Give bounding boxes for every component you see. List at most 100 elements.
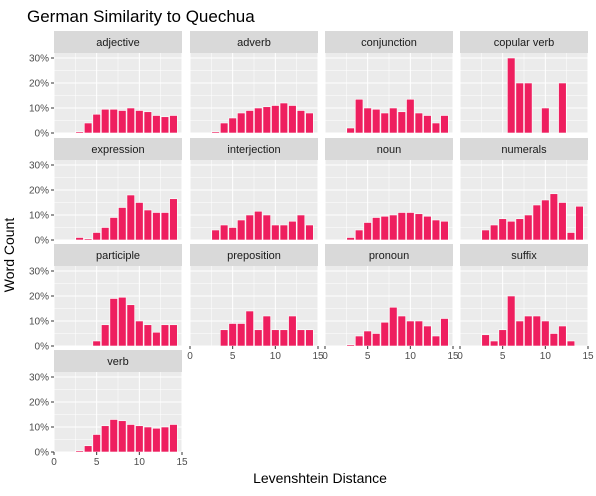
- bar: [498, 329, 507, 347]
- bar: [507, 220, 516, 241]
- bar: [126, 107, 135, 134]
- facet-strip-label: pronoun: [369, 250, 409, 262]
- y-axis-label: Word Count: [1, 218, 17, 293]
- bar: [219, 122, 229, 134]
- bar: [262, 315, 271, 347]
- x-tick-label: 10: [134, 457, 146, 468]
- bar: [169, 324, 178, 347]
- bar: [481, 229, 490, 241]
- facet-strip: [54, 244, 182, 266]
- facet-strip: [325, 31, 453, 53]
- bar: [305, 224, 314, 241]
- facet-numerals: numerals: [459, 138, 589, 241]
- bar: [296, 214, 306, 241]
- y-tick-label: 30%: [29, 54, 49, 65]
- x-axis-label: Levenshtein Distance: [253, 470, 387, 486]
- bar: [109, 298, 118, 347]
- bar: [389, 306, 398, 347]
- facet-suffix: suffix 0 5 10 15: [457, 244, 594, 362]
- bar: [143, 209, 153, 241]
- x-tick-label: 5: [230, 351, 236, 362]
- bar: [380, 112, 389, 134]
- bar: [397, 111, 406, 134]
- x-tick-label: 5: [365, 351, 371, 362]
- bar: [481, 334, 490, 347]
- bar: [423, 325, 432, 347]
- bar: [143, 111, 153, 134]
- bar: [558, 82, 567, 134]
- bar: [406, 98, 415, 134]
- x-tick-label: 0: [322, 351, 328, 362]
- bar: [109, 419, 118, 453]
- bar: [75, 131, 84, 134]
- bar: [101, 425, 110, 453]
- facet-strip: [54, 138, 182, 160]
- facet-strip-label: noun: [377, 144, 401, 156]
- bar: [160, 116, 170, 134]
- facet-copular-verb: copular verb: [459, 31, 589, 134]
- y-tick-label: 10%: [29, 423, 49, 434]
- bar: [346, 344, 355, 347]
- x-tick-label: 0: [457, 351, 463, 362]
- bar: [279, 224, 289, 241]
- y-tick-label: 20%: [29, 186, 49, 197]
- x-tick-label: 10: [270, 351, 282, 362]
- bar: [296, 329, 306, 347]
- bar: [288, 220, 297, 241]
- facet-expression: expression 0% 10% 20% 30%: [29, 138, 183, 247]
- bar: [431, 122, 441, 134]
- facet-noun: noun: [324, 138, 454, 241]
- bar: [135, 110, 144, 134]
- bar: [101, 227, 110, 241]
- bar: [160, 324, 170, 347]
- x-tick-label: 15: [447, 351, 459, 362]
- bar: [380, 321, 389, 347]
- bar: [397, 212, 406, 241]
- bar: [254, 329, 263, 347]
- x-tick-label: 0: [187, 351, 193, 362]
- y-tick-label: 30%: [29, 161, 49, 172]
- facet-strip: [460, 138, 588, 160]
- y-tick-label: 30%: [29, 373, 49, 384]
- bar: [363, 330, 372, 347]
- bar: [237, 112, 246, 134]
- bar: [271, 105, 280, 134]
- bar: [271, 329, 280, 347]
- facet-strip-label: expression: [91, 144, 144, 156]
- bar: [83, 238, 93, 241]
- bar: [296, 110, 306, 134]
- bar: [414, 213, 424, 241]
- bar: [169, 115, 178, 134]
- bar: [143, 324, 153, 347]
- bar: [363, 107, 372, 134]
- bar: [75, 450, 84, 453]
- bar: [169, 198, 178, 241]
- bar: [440, 220, 449, 241]
- bar: [118, 207, 127, 241]
- x-tick-label: 10: [540, 351, 552, 362]
- facet-strip: [325, 138, 453, 160]
- bar: [524, 315, 533, 347]
- bar: [414, 320, 424, 347]
- bar: [152, 331, 161, 347]
- bar: [354, 229, 364, 241]
- y-tick-label: 30%: [29, 267, 49, 278]
- facet-preposition: preposition 0 5 10 15: [187, 244, 324, 362]
- bar: [160, 426, 170, 453]
- bar: [152, 115, 161, 134]
- facet-strip-label: participle: [96, 250, 140, 262]
- facet-pronoun: pronoun 0 5 10 15: [322, 244, 459, 362]
- bar: [406, 212, 415, 241]
- bar: [135, 320, 144, 347]
- facet-strip: [325, 244, 453, 266]
- bar: [228, 117, 237, 134]
- bar: [389, 107, 398, 134]
- bar: [354, 98, 364, 134]
- y-tick-label: 0%: [35, 236, 50, 247]
- bar: [135, 425, 144, 453]
- facet-strip-label: adjective: [96, 37, 139, 49]
- x-tick-label: 5: [500, 351, 506, 362]
- x-tick-label: 15: [582, 351, 594, 362]
- bar: [507, 57, 516, 134]
- bar: [109, 108, 118, 134]
